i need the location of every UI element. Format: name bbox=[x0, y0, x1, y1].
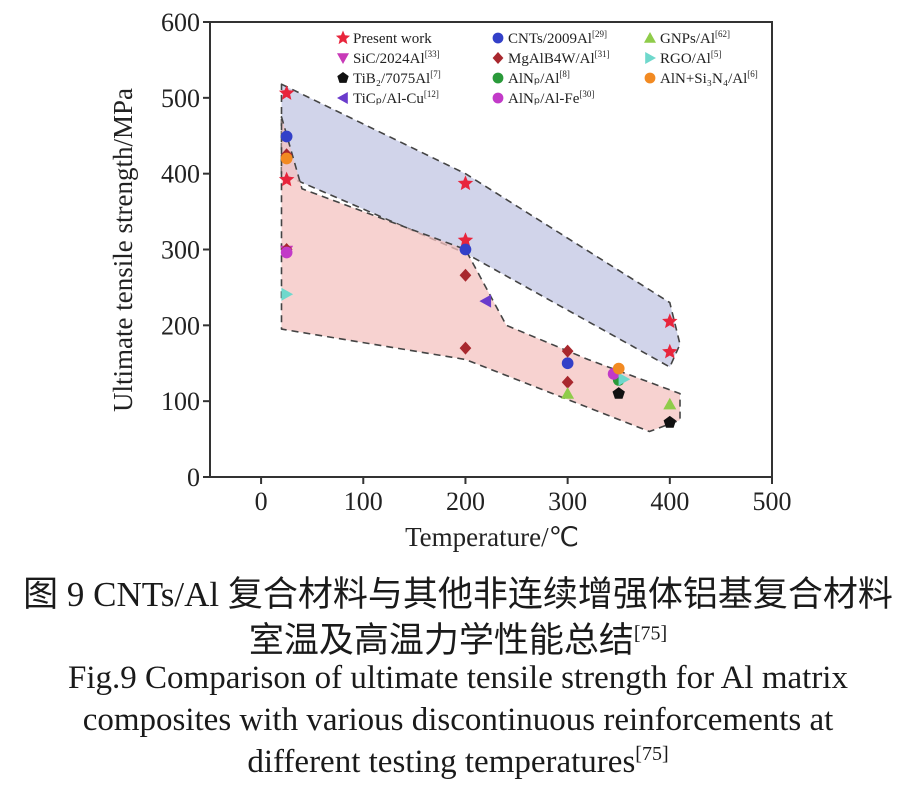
data-point-rgo-al bbox=[618, 372, 631, 386]
legend-marker-rgo-al bbox=[645, 52, 656, 64]
x-tick-label: 200 bbox=[446, 487, 485, 516]
legend-marker-aln-al-fe bbox=[492, 92, 504, 104]
region-upper bbox=[280, 83, 681, 368]
y-axis: 0 100 200 300 400 500 600 bbox=[161, 8, 210, 492]
legend-marker-aln-al bbox=[492, 72, 504, 84]
envelope-regions bbox=[280, 83, 681, 433]
legend: Present work SiC/2024Al[33] TiB₂/7075Al[7]… bbox=[335, 29, 758, 107]
chart-figure: 0 100 200 300 400 500 600 0 100 200 300 400 500 Ult… bbox=[108, 8, 792, 552]
caption-english-line-2: composites with various discontinuous re… bbox=[0, 702, 916, 739]
y-tick-label: 100 bbox=[161, 387, 200, 416]
y-tick-label: 500 bbox=[161, 84, 200, 113]
data-point-aln-si-n-al bbox=[280, 152, 293, 165]
data-point-mgalb4w-al bbox=[459, 268, 472, 282]
legend-label-mgalb4w-al: MgAlB4W/Al[31] bbox=[508, 49, 610, 67]
data-point-tib-7075al bbox=[663, 415, 676, 428]
legend-marker-gnps-al bbox=[644, 32, 656, 43]
data-point-tic-al-cu bbox=[479, 294, 492, 308]
data-point-rgo-al bbox=[281, 287, 294, 301]
data-point-tib-7075al bbox=[612, 387, 625, 399]
legend-label-tic-al-cu: TiCₚ/Al-Cu[12] bbox=[353, 89, 439, 107]
legend-label-aln-al-fe: AlNₚ/Al-Fe[30] bbox=[508, 89, 594, 107]
data-point-cnts-2009al bbox=[459, 243, 472, 256]
caption-zh-text-1: 图 9 CNTs/Al 复合材料与其他非连续增强体铝基复合材料 bbox=[23, 575, 893, 614]
caption-en-text-2: composites with various discontinuous re… bbox=[82, 702, 834, 738]
y-axis-label: Ultimate tensile strength/MPa bbox=[108, 88, 138, 412]
legend-label-aln-si-n-al: AlN+Si₃N₄/Al[6] bbox=[660, 69, 758, 87]
data-point-gnps-al bbox=[663, 397, 677, 410]
data-point-present-work bbox=[278, 171, 295, 187]
legend-label-rgo-al: RGO/Al[5] bbox=[660, 49, 721, 67]
y-tick-label: 0 bbox=[187, 463, 200, 492]
x-tick-label: 100 bbox=[344, 487, 383, 516]
data-point-aln-si-n-al bbox=[612, 362, 625, 375]
legend-marker-aln-si-n-al bbox=[644, 72, 656, 84]
caption-english-line-3: different testing temperatures[75] bbox=[0, 744, 916, 781]
caption-en-text-3: different testing temperatures bbox=[247, 744, 636, 780]
caption-en-reference: [75] bbox=[635, 743, 669, 765]
caption-english-line-1: Fig.9 Comparison of ultimate tensile str… bbox=[0, 660, 916, 697]
data-point-cnts-2009al bbox=[561, 357, 574, 370]
data-point-gnps-al bbox=[561, 387, 575, 399]
legend-label-sic-2024al: SiC/2024Al[33] bbox=[353, 49, 440, 67]
data-point-aln-al-fe bbox=[280, 246, 293, 259]
data-point-present-work bbox=[457, 232, 474, 247]
data-point-present-work bbox=[457, 175, 474, 191]
x-axis-label: Temperature/℃ bbox=[405, 522, 579, 552]
data-point-mgalb4w-al bbox=[561, 344, 574, 358]
region-lower bbox=[280, 116, 681, 433]
data-point-mgalb4w-al bbox=[459, 341, 472, 355]
legend-label-gnps-al: GNPs/Al[62] bbox=[660, 29, 730, 47]
x-tick-label: 400 bbox=[650, 487, 689, 516]
caption-chinese-line-2: 室温及高温力学性能总结[75] bbox=[0, 612, 916, 663]
data-point-cnts-2009al bbox=[280, 130, 293, 143]
legend-label-aln-al: AlNₚ/Al[8] bbox=[508, 69, 570, 87]
x-tick-label: 500 bbox=[753, 487, 792, 516]
x-tick-label: 300 bbox=[548, 487, 587, 516]
caption-zh-text-2: 室温及高温力学性能总结 bbox=[248, 621, 634, 660]
legend-marker-tic-al-cu bbox=[337, 92, 348, 104]
legend-label-present-work: Present work bbox=[353, 31, 432, 47]
x-axis: 0 100 200 300 400 500 bbox=[255, 477, 792, 516]
legend-marker-sic-2024al bbox=[337, 53, 349, 64]
y-tick-label: 400 bbox=[161, 160, 200, 189]
y-tick-label: 600 bbox=[161, 8, 200, 37]
y-tick-label: 300 bbox=[161, 236, 200, 265]
data-point-present-work bbox=[662, 313, 678, 329]
y-tick-label: 200 bbox=[161, 311, 200, 340]
data-point-mgalb4w-al bbox=[561, 375, 574, 389]
caption-chinese-line-1: 图 9 CNTs/Al 复合材料与其他非连续增强体铝基复合材料 bbox=[0, 566, 916, 617]
legend-label-cnts-2009al: CNTs/2009Al[29] bbox=[508, 29, 607, 47]
legend-marker-mgalb4w-al bbox=[492, 52, 504, 64]
x-tick-label: 0 bbox=[255, 487, 268, 516]
data-point-present-work bbox=[662, 343, 678, 359]
caption-en-text-1: Fig.9 Comparison of ultimate tensile str… bbox=[68, 660, 848, 696]
legend-marker-cnts-2009al bbox=[492, 32, 504, 44]
legend-label-tib-7075al: TiB₂/7075Al[7] bbox=[353, 69, 441, 87]
data-point-present-work bbox=[278, 85, 295, 100]
legend-marker-tib-7075al bbox=[337, 72, 349, 83]
caption-zh-reference: [75] bbox=[633, 622, 668, 645]
legend-marker-present-work bbox=[335, 30, 351, 45]
data-points bbox=[278, 85, 678, 428]
